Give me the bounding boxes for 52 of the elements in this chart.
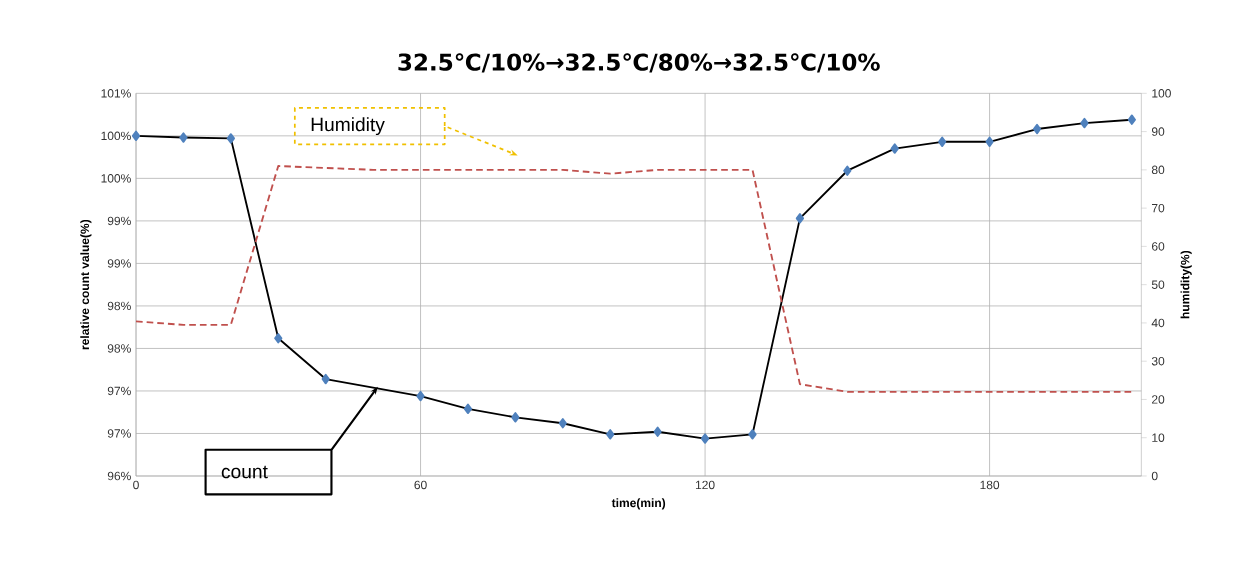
point: [938, 136, 947, 148]
point: [890, 143, 899, 154]
point: [321, 373, 330, 385]
x-tick-label: 60: [414, 480, 427, 490]
point: [795, 213, 805, 224]
x-axis-title: time(min): [611, 498, 666, 510]
y-tick-label: 98%: [107, 344, 131, 353]
point: [511, 412, 520, 423]
point: [653, 426, 662, 437]
y2-tick-label: 40: [1151, 318, 1165, 328]
y-tick-label: 100%: [101, 131, 131, 141]
point: [606, 429, 615, 440]
point: [843, 165, 852, 176]
point: [1032, 123, 1042, 135]
y2-tick-label: 10: [1152, 433, 1165, 442]
y2-tick-label: 0: [1151, 471, 1158, 481]
chart-title: 32.5℃/10%→32.5℃/80%→32.5℃/10%: [398, 53, 880, 73]
y2-tick-label: 80: [1151, 165, 1165, 175]
y2-tick-label: 100: [1152, 89, 1171, 98]
point: [274, 333, 283, 344]
point: [179, 132, 188, 143]
x-tick-label: 0: [133, 480, 139, 490]
y2-tick-label: 90: [1151, 127, 1165, 136]
point: [1127, 114, 1136, 125]
y-tick-label: 98%: [107, 301, 131, 311]
y2-tick-label: 30: [1151, 356, 1165, 366]
y-tick-label: 99%: [107, 259, 131, 268]
y-axis-title: relative count value(%): [80, 219, 92, 350]
y-tick-label: 97%: [107, 386, 131, 396]
y-tick-label: 100%: [101, 174, 131, 183]
x-tick-label: 180: [980, 480, 1000, 490]
point: [226, 133, 235, 144]
y2-tick-label: 50: [1151, 280, 1165, 289]
y-tick-label: 97%: [107, 429, 131, 438]
point: [985, 136, 994, 148]
y-tick-label: 101%: [101, 89, 131, 98]
point: [558, 418, 567, 429]
point: [463, 403, 473, 415]
point: [1080, 117, 1089, 129]
point: [700, 433, 710, 444]
point: [131, 130, 141, 142]
y2-tick-label: 20: [1151, 395, 1165, 404]
y2-tick-label: 60: [1151, 242, 1165, 251]
y-tick-label: 96%: [107, 471, 131, 481]
x-tick-label: 120: [695, 480, 715, 490]
y2-axis-title: humidity(%): [1180, 250, 1192, 319]
point: [416, 390, 425, 402]
y-tick-label: 99%: [107, 216, 131, 226]
annotation: count: [221, 465, 268, 479]
annotation: Humidity: [311, 117, 385, 136]
y2-tick-label: 70: [1151, 203, 1165, 213]
point: [748, 429, 757, 440]
